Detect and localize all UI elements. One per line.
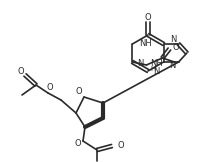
Text: N: N: [153, 68, 159, 76]
Text: NH: NH: [139, 39, 152, 47]
Text: O: O: [47, 83, 53, 93]
Text: O: O: [76, 87, 82, 97]
Text: N: N: [170, 35, 177, 45]
Text: N: N: [169, 60, 176, 69]
Text: NH: NH: [150, 58, 163, 68]
Text: N: N: [137, 58, 144, 68]
Text: O: O: [117, 140, 124, 150]
Text: O: O: [18, 68, 24, 76]
Text: O: O: [75, 139, 81, 147]
Text: O: O: [172, 42, 179, 52]
Text: H: H: [150, 66, 156, 72]
Text: O: O: [145, 13, 151, 23]
